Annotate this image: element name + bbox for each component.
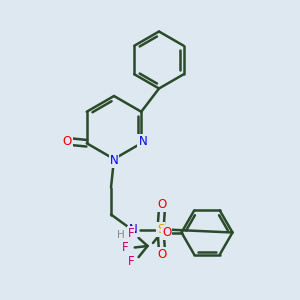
Text: H: H <box>117 230 124 241</box>
Text: O: O <box>158 248 166 261</box>
Text: F: F <box>122 241 128 254</box>
Text: F: F <box>128 227 134 240</box>
Text: O: O <box>158 198 166 211</box>
Text: N: N <box>110 154 118 167</box>
Text: N: N <box>129 223 138 236</box>
Text: O: O <box>63 135 72 148</box>
Text: N: N <box>138 135 147 148</box>
Text: F: F <box>128 255 134 268</box>
Text: O: O <box>162 226 171 239</box>
Text: S: S <box>157 223 164 236</box>
